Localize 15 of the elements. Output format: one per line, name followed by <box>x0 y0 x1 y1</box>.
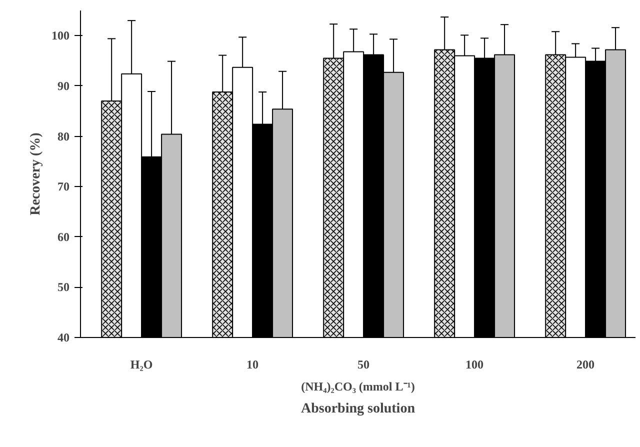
x-tick-label: 100 <box>466 358 484 372</box>
y-tick-label: 90 <box>58 78 70 93</box>
text: (NH₄)₂CO₃ (mmol L⁻¹) <box>301 380 415 394</box>
y-tick-label: 80 <box>58 129 70 144</box>
x-tick-label: H₂O <box>130 358 153 372</box>
y-tick-label: 50 <box>58 280 70 294</box>
x-tick-label: 50 <box>358 358 370 372</box>
x-tick-label: 10 <box>246 358 259 372</box>
x-tick-label: 200 <box>576 358 595 372</box>
y-axis-title: Recovery (%) <box>28 132 44 216</box>
y-tick-label: 70 <box>58 180 70 194</box>
x-axis-title: Absorbing solution <box>301 402 416 416</box>
y-tick-label: 60 <box>58 230 70 244</box>
y-tick-label: 100 <box>52 28 70 43</box>
y-tick-label: 40 <box>58 330 70 344</box>
